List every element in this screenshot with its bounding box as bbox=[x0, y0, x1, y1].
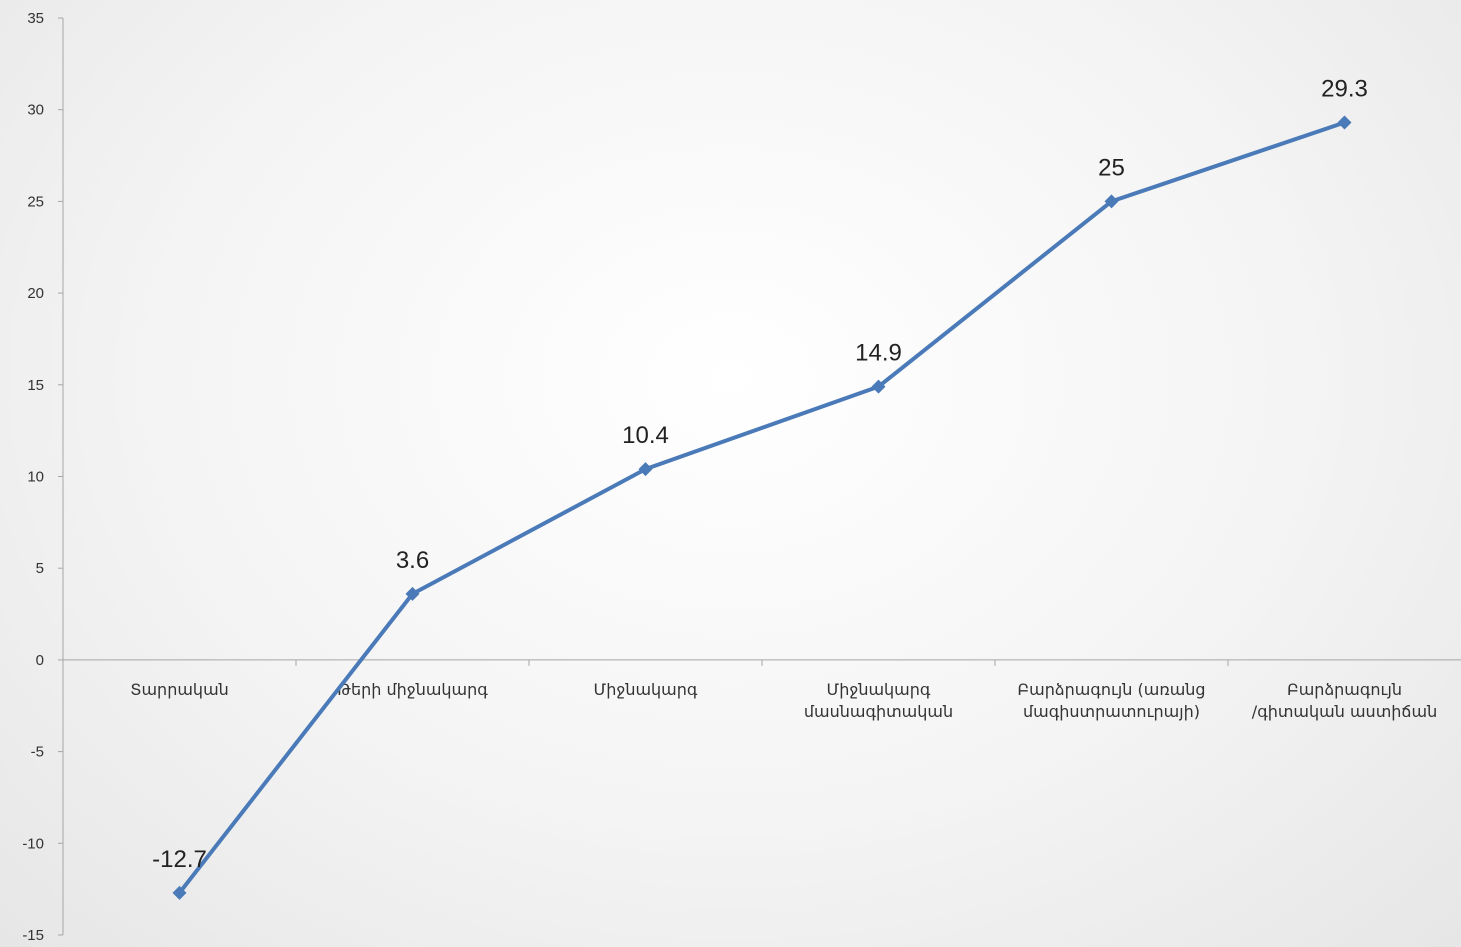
y-tick-label: 10 bbox=[27, 469, 44, 486]
x-tick-label: Թերի միջնակարգ bbox=[337, 680, 488, 699]
y-tick-label: -5 bbox=[31, 744, 44, 761]
y-tick-label: 20 bbox=[27, 285, 44, 302]
y-tick-label: 35 bbox=[27, 10, 44, 27]
data-label: 25 bbox=[1098, 154, 1125, 181]
data-label: 10.4 bbox=[622, 422, 669, 449]
data-point-marker bbox=[871, 379, 886, 394]
x-tick-label-line: Թերի միջնակարգ bbox=[337, 680, 488, 699]
y-tick-label: 5 bbox=[36, 560, 44, 577]
x-axis-ticks: Տարրական Թերի միջնակարգ Միջնակարգ Միջնակարգ… bbox=[130, 659, 1437, 721]
x-tick-label-line: մագիստրատուրայի) bbox=[1023, 702, 1200, 721]
x-tick-label: Տարրական bbox=[130, 680, 229, 699]
x-tick-label: Միջնակարգ bbox=[594, 680, 698, 699]
x-tick-label: Բարձրագույն (առանց մագիստրատուրայի) bbox=[1017, 680, 1205, 721]
y-tick-label: 25 bbox=[27, 193, 44, 210]
series-group bbox=[172, 115, 1352, 900]
data-point-marker bbox=[1104, 194, 1119, 209]
data-label: 14.9 bbox=[855, 340, 902, 367]
y-axis-ticks: -15 -10 -5 0 5 10 15 20 25 30 35 bbox=[22, 10, 63, 944]
x-tick-label-line: մասնագիտական bbox=[804, 702, 953, 721]
y-tick-label: -10 bbox=[22, 835, 44, 852]
x-tick-label: Միջնակարգ մասնագիտական bbox=[804, 680, 953, 721]
data-point-marker bbox=[405, 586, 420, 601]
series-line bbox=[177, 120, 1347, 895]
x-tick-label-line: Միջնակարգ bbox=[827, 680, 931, 699]
data-label: 29.3 bbox=[1321, 76, 1368, 103]
x-tick-label-line: /գիտական աստիճան bbox=[1252, 702, 1437, 721]
y-tick-label: 0 bbox=[36, 652, 44, 669]
x-tick-label-line: Բարձրագույն bbox=[1287, 680, 1402, 699]
x-tick-label-line: Տարրական bbox=[130, 680, 229, 699]
data-label: 3.6 bbox=[396, 547, 429, 574]
data-point-marker bbox=[638, 462, 653, 477]
y-tick-label: 15 bbox=[27, 377, 44, 394]
x-tick-label: Բարձրագույն/գիտական աստիճան bbox=[1252, 680, 1437, 721]
x-tick-label-line: Միջնակարգ bbox=[594, 680, 698, 699]
data-label: -12.7 bbox=[152, 846, 207, 873]
data-point-marker bbox=[1337, 115, 1352, 130]
x-tick-label-line: Բարձրագույն (առանց bbox=[1017, 680, 1205, 699]
data-point-marker bbox=[172, 885, 187, 900]
y-tick-label: 30 bbox=[27, 102, 44, 119]
y-tick-label: -15 bbox=[22, 927, 44, 944]
data-labels: -12.7 3.6 10.4 14.9 25 29.3 bbox=[152, 76, 1368, 873]
